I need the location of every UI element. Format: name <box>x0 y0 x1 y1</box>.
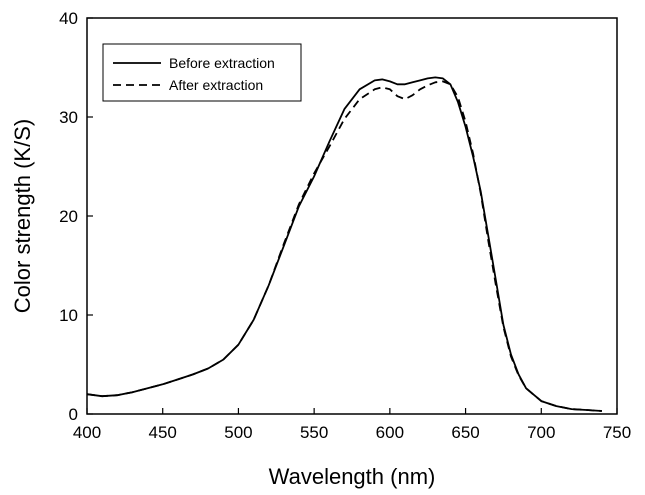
legend: Before extraction After extraction <box>102 43 302 102</box>
y-tick-label: 0 <box>69 405 78 424</box>
x-tick-label: 450 <box>149 423 177 442</box>
x-tick-label: 500 <box>224 423 252 442</box>
x-tick-label: 700 <box>527 423 555 442</box>
x-tick-label: 600 <box>376 423 404 442</box>
y-axis-title: Color strength (K/S) <box>10 119 35 313</box>
y-tick-label: 40 <box>59 9 78 28</box>
x-tick-label: 650 <box>451 423 479 442</box>
plot-area: 400 450 500 550 600 650 700 750 0 10 20 30 40 <box>59 9 631 442</box>
series-line-before-extraction <box>86 76 602 412</box>
y-axis-ticks: 0 10 20 30 40 <box>59 9 93 424</box>
x-tick-label: 550 <box>300 423 328 442</box>
legend-box <box>102 43 302 102</box>
y-tick-label: 20 <box>59 207 78 226</box>
legend-label-before-extraction: Before extraction <box>169 55 275 71</box>
y-tick-label: 30 <box>59 108 78 127</box>
series-layer <box>86 76 602 412</box>
y-tick-label: 10 <box>59 306 78 325</box>
series-line-after-extraction <box>86 80 602 412</box>
legend-label-after-extraction: After extraction <box>169 77 263 93</box>
x-axis-ticks: 400 450 500 550 600 650 700 750 <box>73 408 631 442</box>
x-tick-label: 400 <box>73 423 101 442</box>
x-tick-label: 750 <box>603 423 631 442</box>
x-axis-title: Wavelength (nm) <box>269 464 436 489</box>
